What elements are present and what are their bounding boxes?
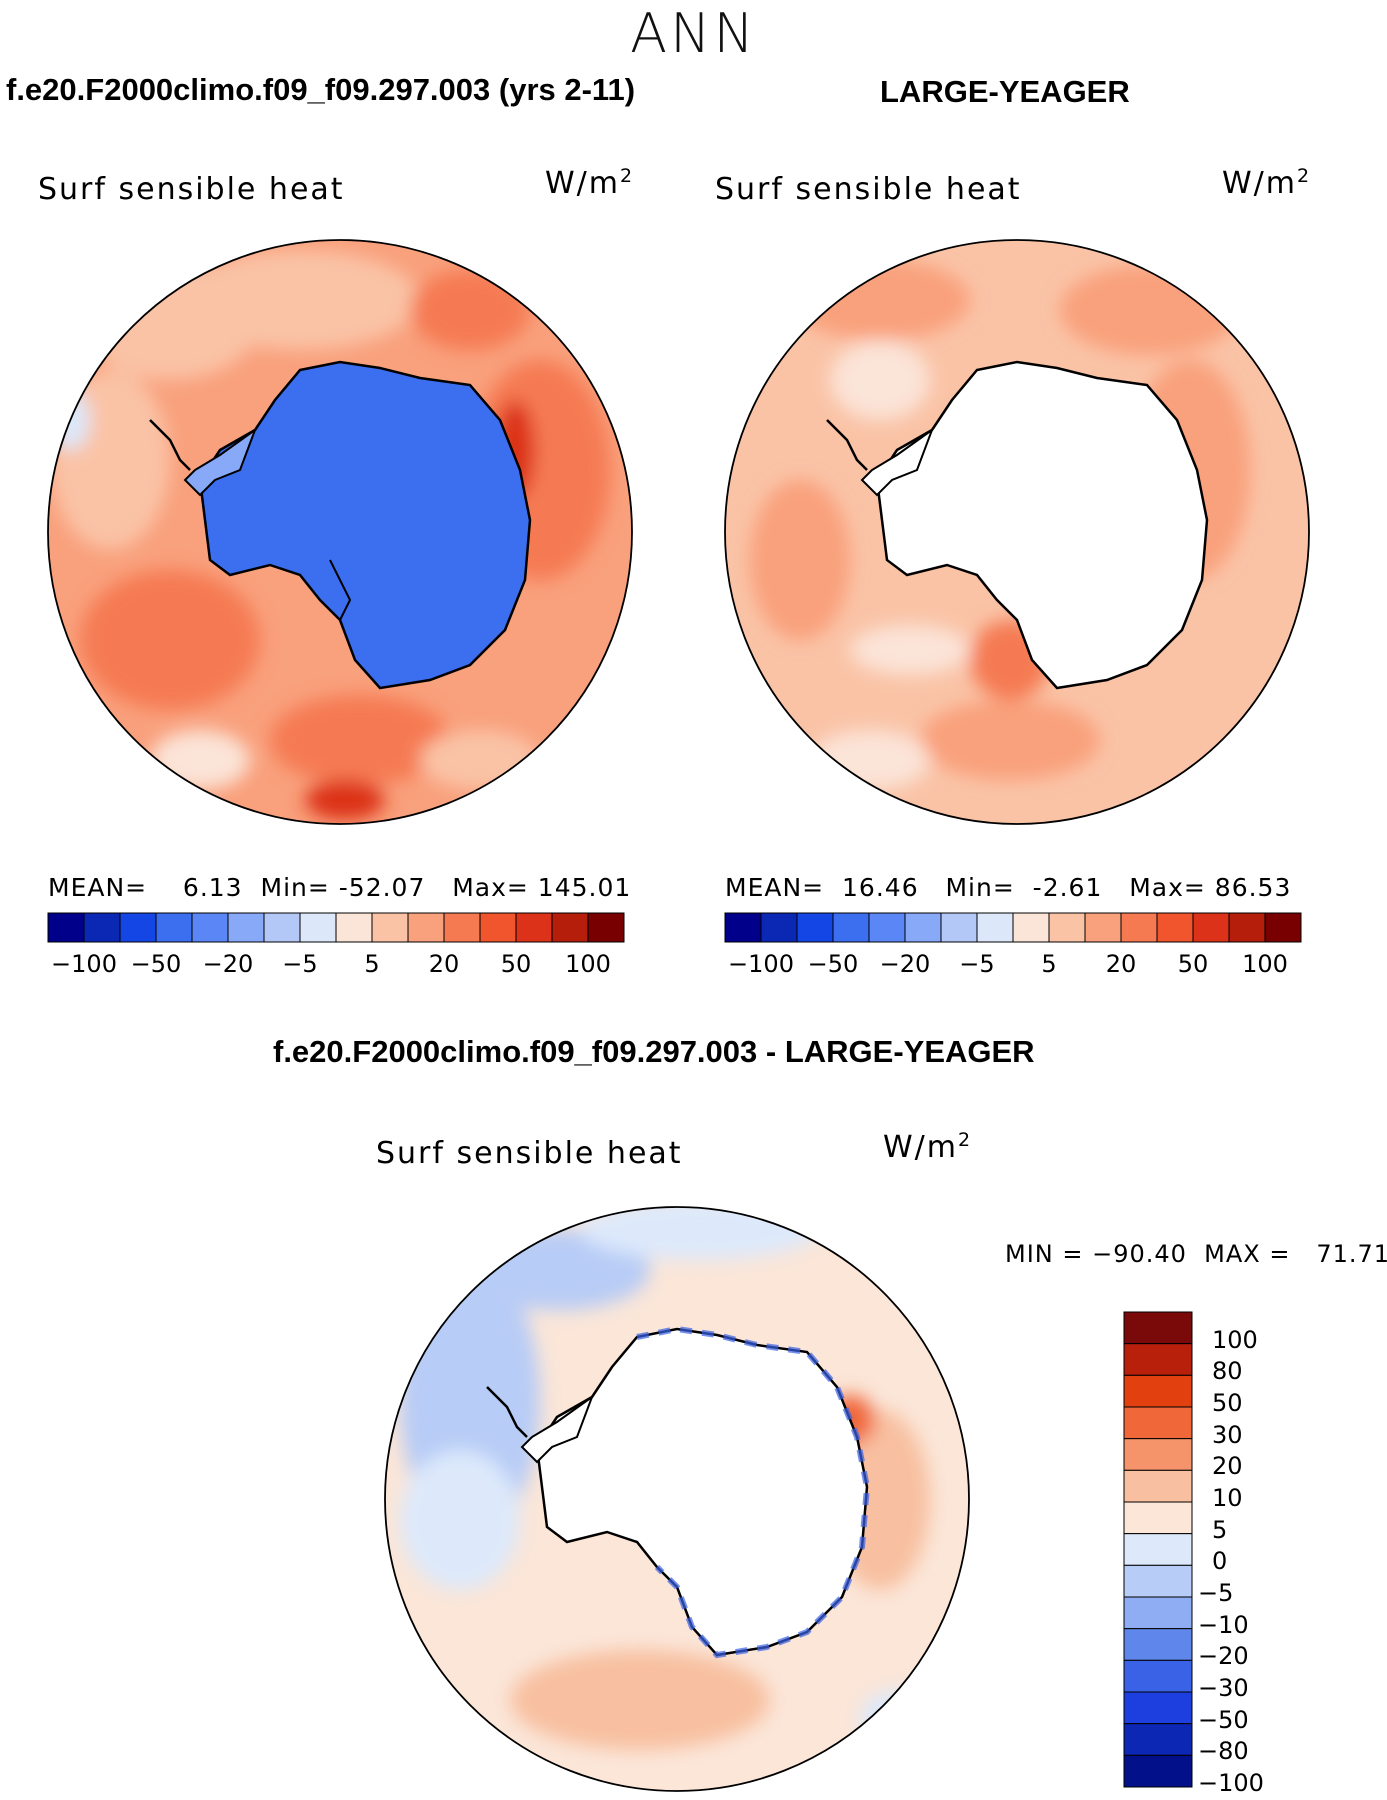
colorbar-tick-label: 10 <box>1212 1484 1243 1512</box>
colorbar-tick-label: −100 <box>1198 1769 1264 1797</box>
colorbar-tick-label: 5 <box>364 950 380 978</box>
panel1-variable-title: Surf sensible heat <box>38 172 345 207</box>
colorbar-swatch <box>227 912 265 943</box>
colorbar-swatch <box>155 912 193 943</box>
colorbar-swatch <box>407 912 445 943</box>
colorbar-swatch <box>832 912 870 943</box>
colorbar-swatch <box>760 912 798 943</box>
colorbar-swatch <box>479 912 517 943</box>
colorbar-tick-label: −20 <box>879 950 931 978</box>
colorbar-swatch <box>940 912 978 943</box>
colorbar-swatch <box>551 912 589 943</box>
colorbar-swatch <box>1123 1533 1193 1566</box>
colorbar-tick-label: 20 <box>1212 1452 1243 1481</box>
map-panel-1 <box>48 240 632 824</box>
season-title: ANN <box>630 2 757 65</box>
colorbar-swatch <box>796 912 834 943</box>
colorbar-swatch <box>868 912 906 943</box>
colorbar-tick-label: −50 <box>130 950 182 978</box>
colorbar-swatch <box>1123 1596 1193 1630</box>
colorbar-swatch <box>1123 1438 1193 1471</box>
colorbar-tick-label: −100 <box>728 950 794 978</box>
colorbar-swatch <box>1192 912 1230 943</box>
difference-title: f.e20.F2000climo.f09_f09.297.003 - LARGE… <box>273 1034 1035 1069</box>
control-case-title: LARGE-YEAGER <box>880 74 1130 109</box>
colorbar-swatch <box>1123 1564 1193 1598</box>
colorbar-tick-label: −80 <box>1198 1737 1249 1766</box>
colorbar-tick-label: 20 <box>428 950 460 978</box>
colorbar-swatch <box>1156 912 1194 943</box>
test-case-title: f.e20.F2000climo.f09_f09.297.003 (yrs 2-… <box>6 72 636 107</box>
colorbar-swatch <box>1264 912 1302 943</box>
panel2-stats: MEAN= 16.46 Min= -2.61 Max= 86.53 <box>725 873 1292 902</box>
colorbar-tick-label: 80 <box>1212 1357 1243 1386</box>
panel2-units: W/m2 <box>1222 165 1312 201</box>
colorbar-swatch <box>1048 912 1086 943</box>
colorbar-tick-label: 50 <box>1212 1389 1243 1417</box>
panel1-units: W/m2 <box>545 165 635 201</box>
panel3-units: W/m2 <box>883 1129 973 1165</box>
colorbar-swatch <box>587 912 625 943</box>
colorbar-tick-label: 20 <box>1105 950 1137 978</box>
colorbar-tick-label: −50 <box>1198 1705 1249 1734</box>
colorbar-swatch <box>515 912 553 943</box>
colorbar-swatch <box>119 912 157 943</box>
colorbar-swatch <box>1123 1659 1193 1693</box>
colorbar-swatch <box>335 912 373 943</box>
colorbar-tick-label: −5 <box>282 950 318 978</box>
colorbar-swatch <box>1123 1343 1193 1376</box>
colorbar-swatch <box>1123 1754 1193 1788</box>
colorbar-tick-label: −20 <box>202 950 254 978</box>
colorbar-swatch <box>47 912 85 943</box>
panel3-variable-title: Surf sensible heat <box>376 1136 683 1171</box>
colorbar-tick-label: −5 <box>959 950 995 978</box>
colorbar-tick-label: −50 <box>807 950 859 978</box>
panel3-stats: MIN = −90.40 MAX = 71.71 <box>1005 1240 1387 1268</box>
colorbar-tick-label: 30 <box>1212 1420 1243 1449</box>
colorbar-tick-label: 5 <box>1212 1515 1228 1544</box>
colorbar-swatch <box>1123 1501 1193 1535</box>
colorbar-3 <box>1123 1311 1193 1788</box>
colorbar-tick-label: −30 <box>1198 1674 1249 1702</box>
colorbar-tick-label: −20 <box>1198 1642 1249 1671</box>
colorbar-swatch <box>263 912 301 943</box>
colorbar-swatch <box>191 912 229 943</box>
colorbar-swatch <box>83 912 121 943</box>
colorbar-swatch <box>1123 1469 1193 1503</box>
colorbar-swatch <box>443 912 481 943</box>
colorbar-swatch <box>724 912 762 943</box>
colorbar-tick-label: 100 <box>1212 1325 1258 1354</box>
colorbar-swatch <box>1012 912 1050 943</box>
colorbar-swatch <box>1123 1628 1193 1661</box>
colorbar-swatch <box>1084 912 1122 943</box>
colorbar-swatch <box>976 912 1014 943</box>
colorbar-tick-label: 50 <box>1177 950 1209 978</box>
colorbar-swatch <box>904 912 942 943</box>
map-panel-2 <box>725 240 1309 824</box>
colorbar-swatch <box>1123 1374 1193 1408</box>
colorbar-swatch <box>299 912 337 943</box>
colorbar-tick-label: 100 <box>1242 950 1288 978</box>
colorbar-swatch <box>1123 1691 1193 1725</box>
colorbar-tick-label: −5 <box>1198 1579 1234 1607</box>
colorbar-1 <box>47 912 625 943</box>
colorbar-swatch <box>1228 912 1266 943</box>
colorbar-tick-label: 0 <box>1212 1547 1228 1576</box>
colorbar-swatch <box>1123 1723 1193 1756</box>
colorbar-tick-label: −10 <box>1198 1610 1249 1639</box>
colorbar-tick-label: 100 <box>565 950 611 978</box>
colorbar-tick-label: 5 <box>1041 950 1057 978</box>
colorbar-tick-label: 50 <box>500 950 532 978</box>
colorbar-swatch <box>1123 1406 1193 1440</box>
map-panel-3 <box>385 1207 969 1791</box>
panel2-variable-title: Surf sensible heat <box>715 172 1022 207</box>
colorbar-tick-label: −100 <box>51 950 117 978</box>
panel1-stats: MEAN= 6.13 Min= -52.07 Max= 145.01 <box>48 873 632 902</box>
colorbar-swatch <box>371 912 409 943</box>
colorbar-swatch <box>1120 912 1158 943</box>
colorbar-2 <box>724 912 1302 943</box>
colorbar-swatch <box>1123 1311 1193 1345</box>
